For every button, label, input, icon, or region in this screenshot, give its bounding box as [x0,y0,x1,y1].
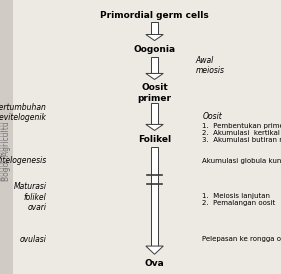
Polygon shape [151,103,158,124]
Text: Primordial germ cells: Primordial germ cells [100,11,209,19]
Text: Maturasi
folikel
ovari: Maturasi folikel ovari [13,182,46,212]
Polygon shape [151,147,158,246]
Text: 1.  Meiosis lanjutan: 1. Meiosis lanjutan [202,193,270,199]
Text: Pelepasan ke rongga ovari: Pelepasan ke rongga ovari [202,236,281,242]
Text: 2.  Akumulasi  kertikal alveolus: 2. Akumulasi kertikal alveolus [202,130,281,136]
Text: 3.  Akumulasi butiran minyak: 3. Akumulasi butiran minyak [202,137,281,143]
Text: Vitelogenesis: Vitelogenesis [0,156,46,165]
Text: Oosit: Oosit [202,112,222,121]
Text: Pertumbuhan
previtelogenik: Pertumbuhan previtelogenik [0,103,46,122]
Text: Oosit
primer: Oosit primer [138,84,171,103]
Text: 1.  Pembentukan primer: 1. Pembentukan primer [202,123,281,129]
Text: Oogonia: Oogonia [133,45,176,54]
Polygon shape [151,57,158,73]
Text: Folikel: Folikel [138,135,171,144]
Text: Akumulasi globula kuning telur: Akumulasi globula kuning telur [202,158,281,164]
Polygon shape [146,35,163,41]
Text: Bogor Agricultu: Bogor Agricultu [2,121,11,181]
Polygon shape [151,22,158,35]
Text: Awal
meiosis: Awal meiosis [195,56,224,75]
Text: ovulasi: ovulasi [19,235,46,244]
Polygon shape [146,73,163,79]
FancyBboxPatch shape [0,0,13,274]
Polygon shape [146,124,163,130]
Text: Ova: Ova [145,259,164,267]
Polygon shape [146,246,163,254]
Text: 2.  Pemalangan oosit: 2. Pemalangan oosit [202,200,276,206]
Text: Bogor Agricultu: Bogor Agricultu [0,121,7,181]
